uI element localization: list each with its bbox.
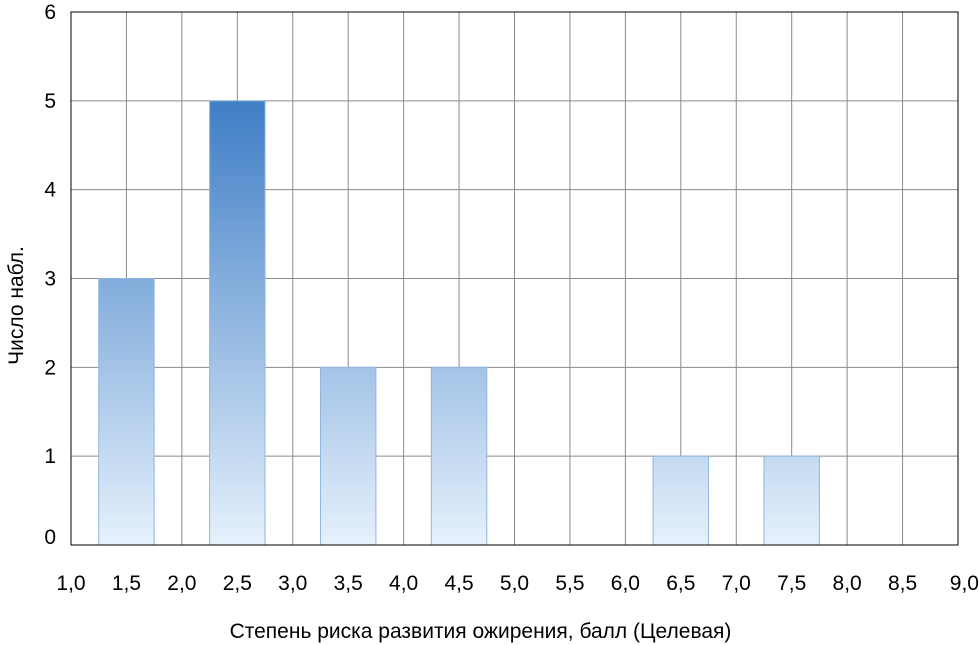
x-tick-label: 1,0 xyxy=(56,572,85,595)
x-tick-label: 6,0 xyxy=(611,572,640,595)
y-tick-labels: 0 1 2 3 4 5 6 xyxy=(44,1,56,549)
bars xyxy=(98,100,820,546)
x-tick-label: 8,0 xyxy=(833,572,862,595)
bar-1 xyxy=(209,100,266,546)
plot-frame xyxy=(70,11,959,546)
x-tick-label: 7,0 xyxy=(722,572,751,595)
x-tick-label: 4,0 xyxy=(389,572,418,595)
y-tick-label: 6 xyxy=(44,1,56,24)
bar-2 xyxy=(319,366,377,546)
grid-lines xyxy=(70,11,959,546)
x-tick-label: 6,5 xyxy=(666,572,695,595)
y-tick-label: 5 xyxy=(44,90,56,113)
x-tick-labels: 1,0 1,5 2,0 2,5 3,0 3,5 4,0 4,5 5,0 5,5 6,0 6,5 7,0 7… xyxy=(56,572,979,595)
x-tick-label: 5,5 xyxy=(555,572,584,595)
x-tick-label: 1,5 xyxy=(112,572,141,595)
x-tick-label: 8,5 xyxy=(888,572,917,595)
x-tick-label: 3,0 xyxy=(278,572,307,595)
x-tick-label: 3,5 xyxy=(334,572,363,595)
x-tick-label: 5,0 xyxy=(500,572,529,595)
y-tick-label: 2 xyxy=(44,356,56,379)
y-tick-label: 3 xyxy=(44,268,56,291)
y-tick-label: 4 xyxy=(44,179,56,202)
y-axis-label: Число набл. xyxy=(5,246,28,365)
x-tick-label: 4,5 xyxy=(444,572,473,595)
y-tick-label: 0 xyxy=(44,526,56,549)
bar-6 xyxy=(763,455,820,546)
x-tick-label: 9,0 xyxy=(950,572,979,595)
x-tick-label: 2,5 xyxy=(223,572,252,595)
x-tick-label: 7,5 xyxy=(777,572,806,595)
y-tick-label: 1 xyxy=(44,445,56,468)
bar-5 xyxy=(652,455,710,546)
bar-3 xyxy=(430,366,488,546)
bar-0 xyxy=(98,278,155,546)
x-tick-label: 2,0 xyxy=(167,572,196,595)
x-axis-label: Степень риска развития ожирения, балл (Ц… xyxy=(230,620,732,643)
